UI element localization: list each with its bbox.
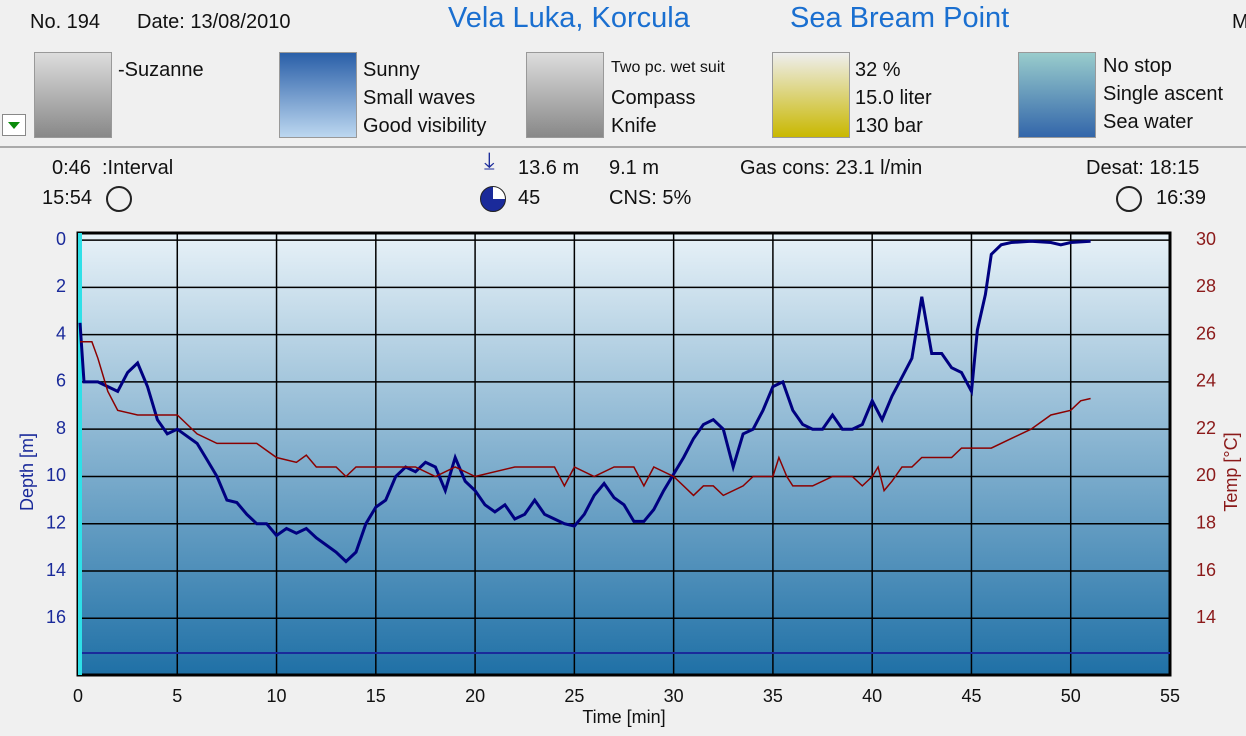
site: Sea Bream Point <box>790 2 1010 34</box>
plot-background <box>78 233 1170 675</box>
x-tick-label: 55 <box>1160 686 1180 706</box>
y2-tick-label: 16 <box>1196 560 1216 580</box>
gas-icon[interactable] <box>772 52 850 138</box>
weather-icon[interactable] <box>279 52 357 138</box>
x-tick-label: 15 <box>366 686 386 706</box>
gear: Two pc. wet suit <box>611 59 725 76</box>
y2-tick-label: 30 <box>1196 229 1216 249</box>
x-tick-label: 25 <box>564 686 584 706</box>
x-tick-label: 50 <box>1061 686 1081 706</box>
dive-date: Date: 13/08/2010 <box>137 11 291 33</box>
clock-icon <box>106 186 132 212</box>
x-tick-label: 45 <box>961 686 981 706</box>
y2-tick-label: 24 <box>1196 371 1216 391</box>
interval-label: :Interval <box>102 157 174 179</box>
y-tick-label: 16 <box>46 607 66 627</box>
y-axis-label: Depth [m] <box>17 433 37 511</box>
depth-line <box>78 239 1091 564</box>
gear: Compass <box>611 87 696 109</box>
x-tick-label: 40 <box>862 686 882 706</box>
max-depth: 13.6 m <box>518 157 580 179</box>
deco: Sea water <box>1103 111 1194 133</box>
clock-icon <box>1116 186 1142 212</box>
y2-tick-label: 20 <box>1196 465 1216 485</box>
gas: 32 % <box>855 59 901 81</box>
dive-number: No. 194 <box>30 11 101 33</box>
y-tick-label: 0 <box>56 229 66 249</box>
x-tick-label: 35 <box>763 686 783 706</box>
location: Vela Luka, Korcula <box>448 2 690 34</box>
dropdown-arrow <box>8 122 20 129</box>
deco: Single ascent <box>1103 83 1224 105</box>
deco: No stop <box>1103 55 1172 77</box>
desaturation: Desat: 18:15 <box>1086 157 1200 179</box>
weather: Sunny <box>363 59 420 81</box>
y-tick-label: 8 <box>56 418 66 438</box>
start-time: 15:54 <box>42 187 93 209</box>
gear: Knife <box>611 115 657 137</box>
cut-text: M <box>1232 11 1246 33</box>
y-tick-label: 6 <box>56 371 66 391</box>
gear-icon[interactable] <box>526 52 604 138</box>
x-axis-label: Time [min] <box>582 707 665 727</box>
duration-icon <box>480 186 506 212</box>
y2-tick-label: 22 <box>1196 418 1216 438</box>
x-tick-label: 30 <box>664 686 684 706</box>
y-tick-label: 14 <box>46 560 66 580</box>
x-tick-label: 5 <box>172 686 182 706</box>
depth-icon: ⤓ <box>484 148 495 175</box>
avg-depth: 9.1 m <box>609 157 660 179</box>
x-tick-label: 10 <box>267 686 287 706</box>
y2-tick-label: 26 <box>1196 323 1216 343</box>
y2-axis-label: Temp [°C] <box>1221 432 1241 511</box>
y2-tick-label: 14 <box>1196 607 1216 627</box>
divider <box>0 146 1246 148</box>
x-tick-label: 20 <box>465 686 485 706</box>
y-tick-label: 10 <box>46 465 66 485</box>
gas: 15.0 liter <box>855 87 932 109</box>
y2-tick-label: 18 <box>1196 512 1216 532</box>
y2-tick-label: 28 <box>1196 276 1216 296</box>
end-time: 16:39 <box>1156 187 1207 209</box>
interval: 0:46 <box>52 157 91 179</box>
y-tick-label: 2 <box>56 276 66 296</box>
temperature-line <box>80 340 1091 497</box>
cns: CNS: 5% <box>609 187 692 209</box>
duration: 45 <box>518 187 541 209</box>
deco-icon[interactable] <box>1018 52 1096 138</box>
weather: Good visibility <box>363 115 487 137</box>
x-tick-label: 0 <box>73 686 83 706</box>
y-tick-label: 4 <box>56 323 66 343</box>
weather: Small waves <box>363 87 476 109</box>
buddy: -Suzanne <box>118 59 204 81</box>
gas-consumption: Gas cons: 23.1 l/min <box>740 157 923 179</box>
y-tick-label: 12 <box>46 512 66 532</box>
buddy-icon[interactable] <box>34 52 112 138</box>
dropdown[interactable] <box>2 114 26 136</box>
gas: 130 bar <box>855 115 923 137</box>
